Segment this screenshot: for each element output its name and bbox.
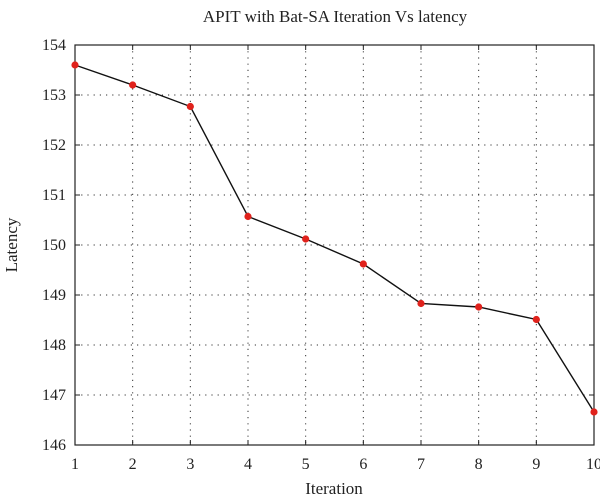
- y-tick-label: 153: [42, 87, 66, 104]
- data-point: [475, 303, 483, 311]
- data-point: [244, 212, 252, 221]
- axis-ticks: [74, 44, 595, 446]
- x-tick-label: 8: [475, 456, 483, 473]
- y-tick-label: 154: [42, 37, 66, 54]
- y-tick-label: 152: [42, 137, 66, 154]
- data-point: [302, 235, 310, 243]
- series-line: [74, 64, 595, 413]
- data-point: [186, 102, 194, 111]
- y-tick-labels: 146 147 148 149 150 151 152 153 154: [42, 37, 66, 454]
- data-point: [417, 299, 425, 308]
- y-tick-label: 146: [42, 437, 66, 454]
- x-tick-label: 5: [302, 456, 310, 473]
- x-tick-label: 4: [244, 456, 252, 473]
- chart-title: APIT with Bat-SA Iteration Vs latency: [203, 7, 468, 26]
- data-point: [71, 61, 79, 69]
- x-tick-label: 1: [71, 456, 79, 473]
- grid: [75, 45, 594, 445]
- data-point: [359, 260, 367, 268]
- y-tick-label: 147: [42, 387, 66, 404]
- x-axis-label: Iteration: [305, 479, 363, 498]
- x-tick-label: 7: [417, 456, 425, 473]
- y-axis-label: Latency: [2, 217, 21, 272]
- y-tick-label: 151: [42, 187, 66, 204]
- y-tick-label: 148: [42, 337, 66, 354]
- x-tick-label: 6: [359, 456, 367, 473]
- data-point: [532, 315, 540, 324]
- y-tick-label: 150: [42, 237, 66, 254]
- series-layer: [71, 61, 598, 416]
- x-tick-label: 9: [532, 456, 540, 473]
- data-point: [129, 81, 137, 89]
- data-point: [590, 408, 598, 416]
- x-tick-label: 10: [586, 456, 600, 473]
- y-tick-label: 149: [42, 287, 66, 304]
- x-tick-labels: 1 2 3 4 5 6 7 8 9 10: [71, 456, 600, 473]
- x-tick-label: 2: [129, 456, 137, 473]
- x-tick-label: 3: [186, 456, 194, 473]
